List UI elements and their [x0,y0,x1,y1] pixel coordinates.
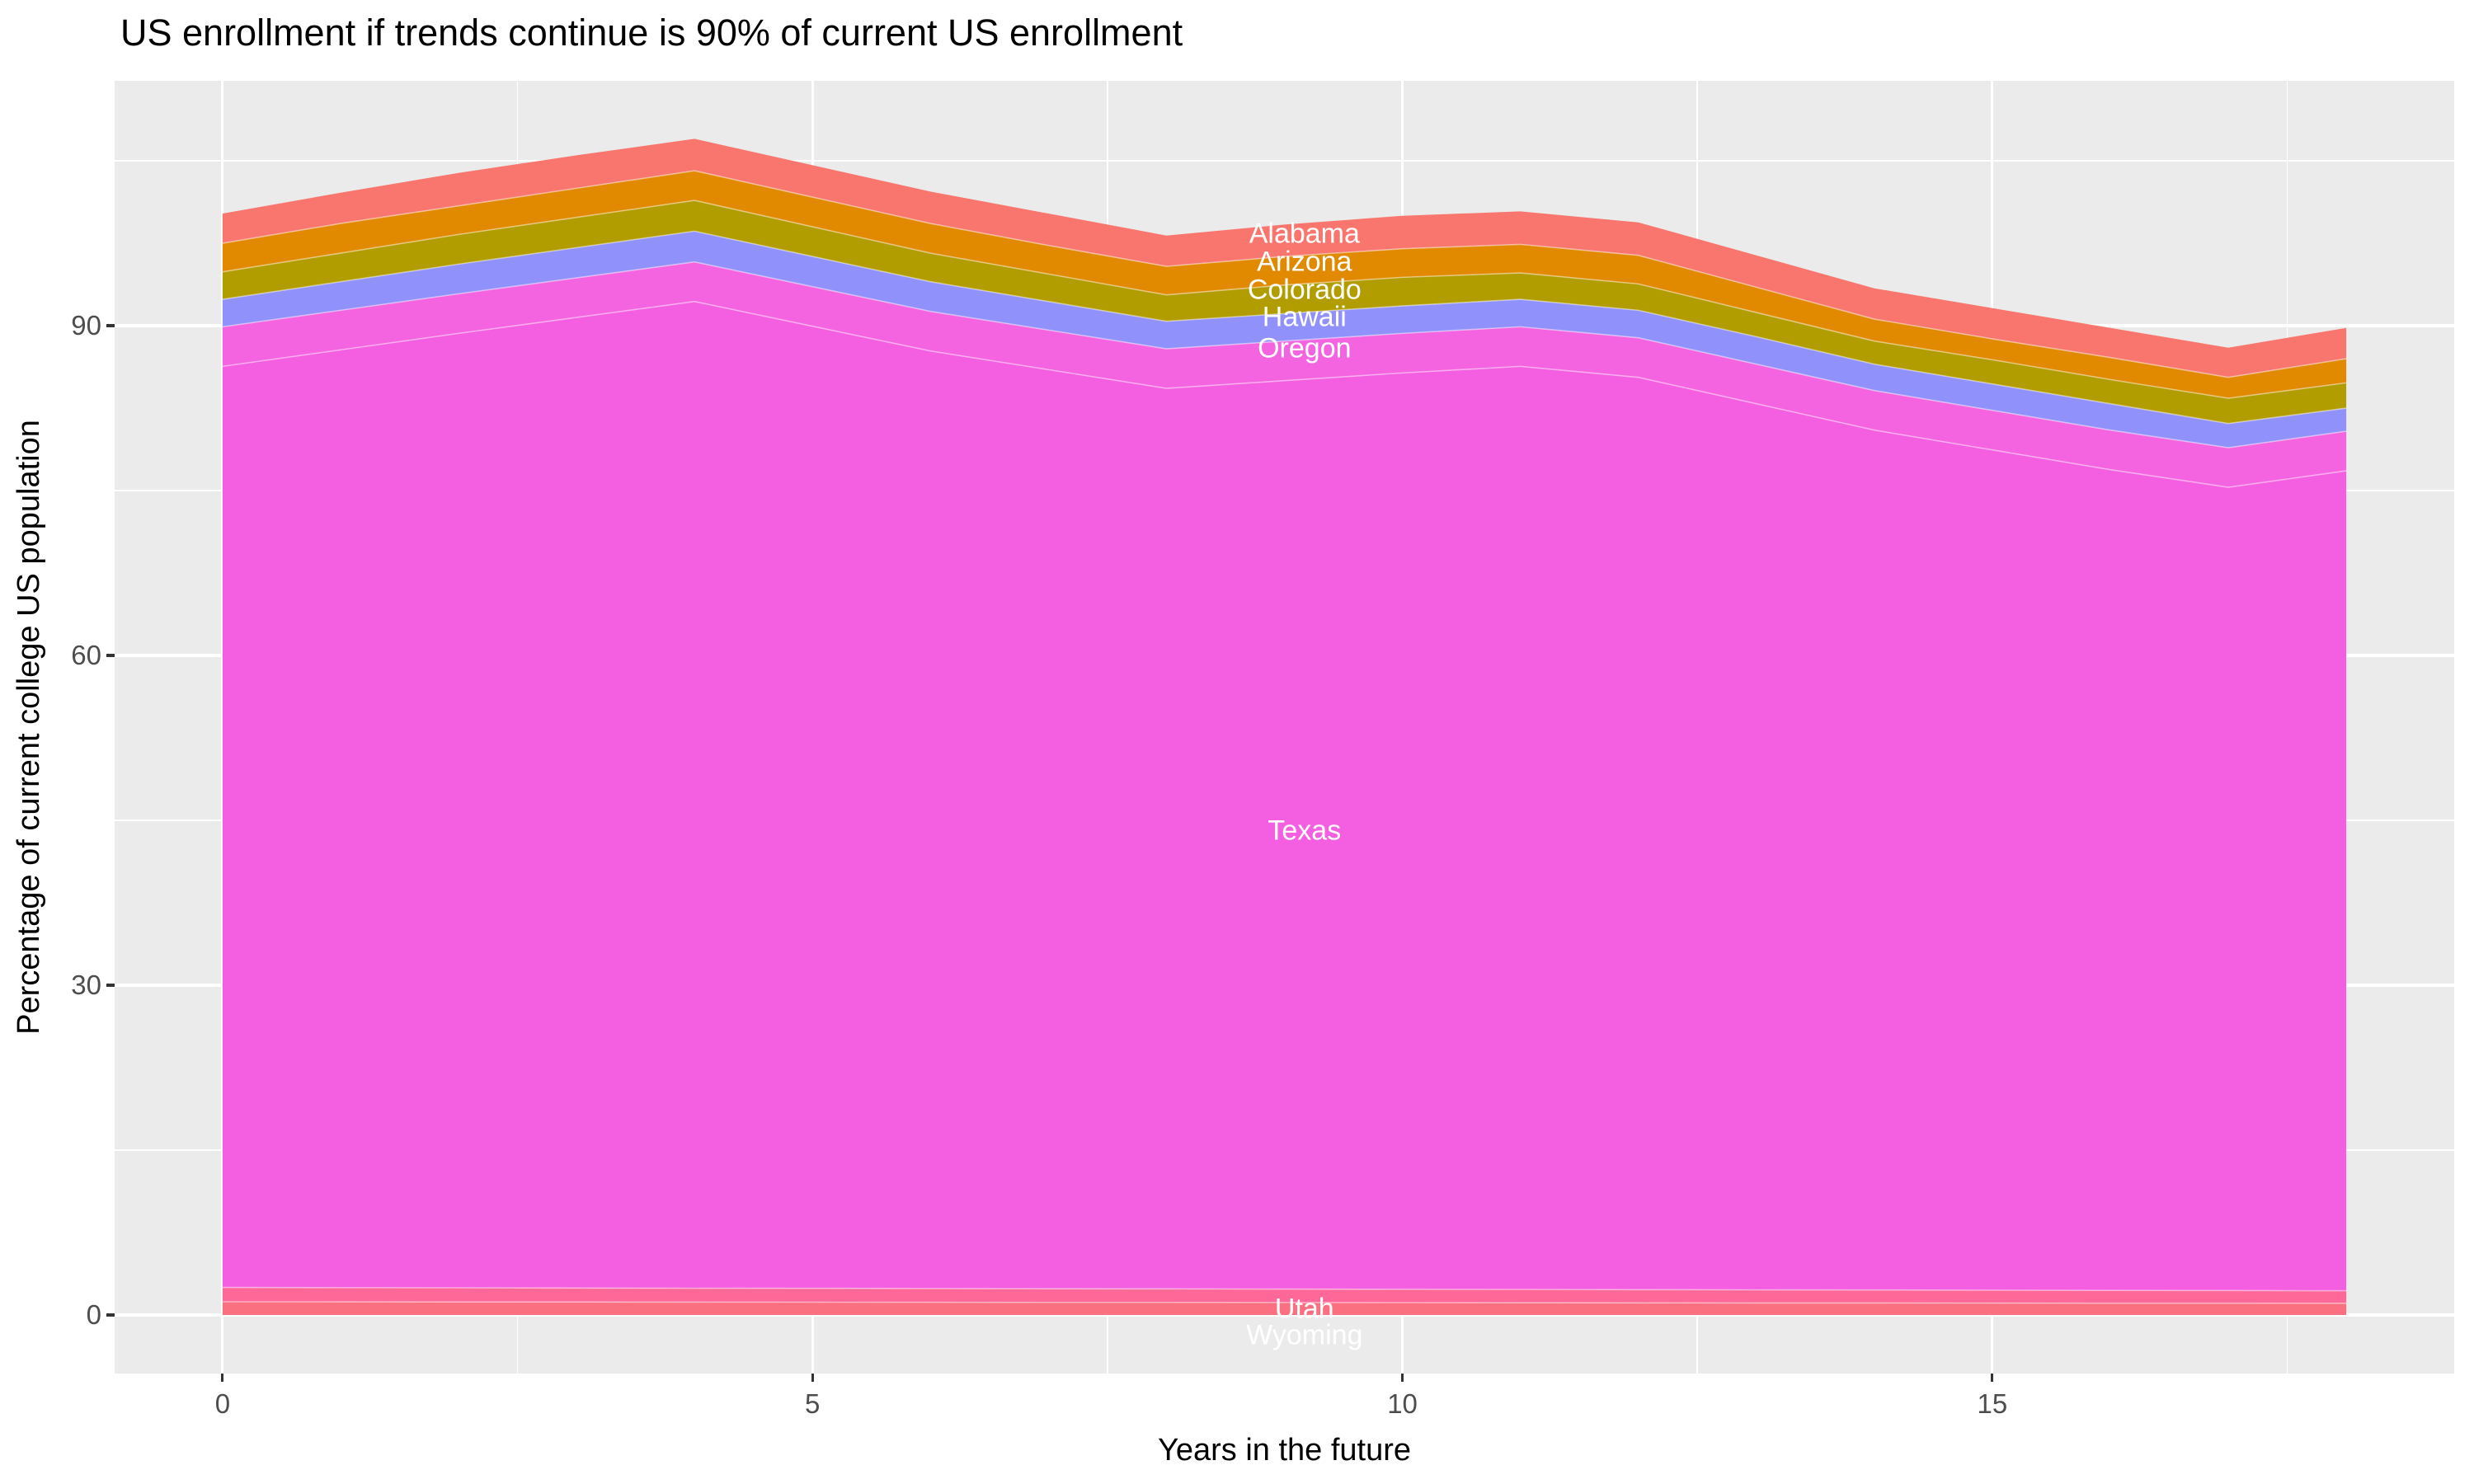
y-tick-label-90: 90 [71,310,101,341]
x-tick-10 [1400,1374,1404,1382]
area-oregon [222,261,2347,488]
area-hawaii [222,231,2347,448]
area-colorado [222,200,2347,424]
area-wyoming [222,1301,2347,1315]
band-seam [222,300,2347,488]
y-axis-title: Percentage of current college US populat… [12,420,46,1035]
y-tick-label-60: 60 [71,640,101,670]
band-seam [222,1286,2347,1292]
band-seam [222,170,2347,378]
area-alabama [222,139,2347,378]
y-tick-label-30: 30 [71,969,101,1000]
y-tick-30 [106,984,115,987]
plot-panel: Alabama Arizona Colorado Hawaii Oregon Texas U… [115,81,2454,1374]
area-texas [222,301,2347,1291]
x-tick-label-15: 15 [1977,1388,2008,1419]
band-seam [222,200,2347,399]
x-tick-15 [1991,1374,1994,1382]
y-tick-label-0: 0 [86,1298,101,1330]
area-arizona [222,171,2347,399]
band-seam [222,261,2347,448]
x-tick-label-5: 5 [805,1388,821,1419]
x-tick-5 [811,1374,814,1382]
x-tick-label-0: 0 [214,1388,231,1419]
area-utah [222,1287,2347,1303]
band-seam [222,1301,2347,1304]
gridline-major-x-0 [221,81,224,1374]
chart-title: US enrollment if trends continue is 90% … [120,12,1183,54]
y-tick-0 [106,1313,115,1317]
x-axis-title: Years in the future [1157,1433,1412,1468]
y-tick-60 [106,654,115,657]
gridline-minor-y-105 [115,160,2454,162]
stacked-area-chart [222,139,2347,1315]
x-tick-label-10: 10 [1387,1388,1418,1419]
band-seam [222,230,2347,425]
y-tick-90 [106,324,115,327]
x-tick-0 [221,1374,224,1382]
